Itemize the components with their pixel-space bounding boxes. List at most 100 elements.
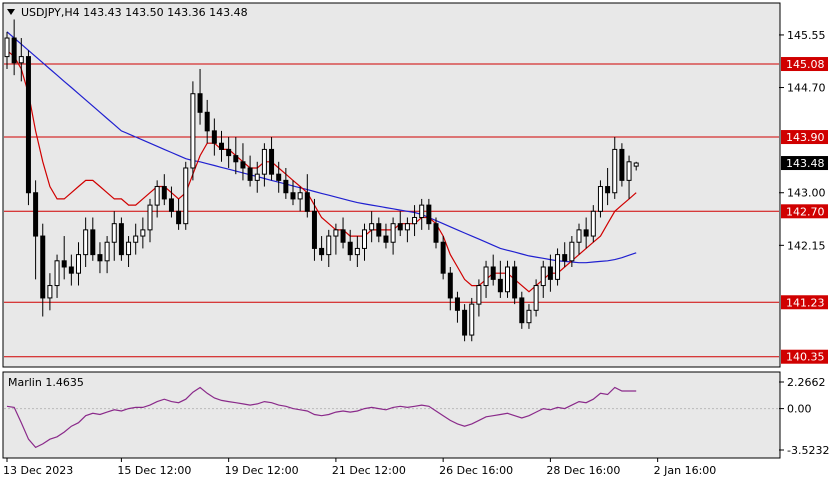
candle[interactable] — [183, 161, 189, 230]
candle[interactable] — [404, 217, 410, 243]
candle[interactable] — [390, 217, 396, 255]
candle[interactable] — [447, 266, 453, 311]
oscillator-tick-label: 2.2662 — [787, 376, 826, 389]
candle[interactable] — [462, 304, 468, 342]
candle[interactable] — [583, 217, 589, 249]
candle[interactable] — [354, 236, 360, 267]
candle[interactable] — [104, 236, 110, 274]
candle[interactable] — [269, 137, 275, 181]
ma-fast-line[interactable] — [6, 49, 637, 293]
candle[interactable] — [25, 50, 31, 206]
candle[interactable] — [540, 260, 546, 298]
candle[interactable] — [261, 143, 267, 187]
candle[interactable] — [68, 254, 74, 286]
candle[interactable] — [454, 291, 460, 323]
candle[interactable] — [476, 279, 482, 317]
candle[interactable] — [590, 205, 596, 243]
candle[interactable] — [61, 236, 67, 280]
candle[interactable] — [569, 236, 575, 267]
candle[interactable] — [633, 161, 639, 171]
candle[interactable] — [47, 273, 53, 311]
candle[interactable] — [11, 19, 17, 76]
candle[interactable] — [619, 143, 625, 187]
candle[interactable] — [369, 211, 375, 243]
candle[interactable] — [340, 217, 346, 249]
candle[interactable] — [362, 223, 367, 261]
candle[interactable] — [118, 217, 124, 261]
candle[interactable] — [33, 180, 39, 280]
candle[interactable] — [283, 167, 289, 199]
candle[interactable] — [133, 223, 139, 255]
candle[interactable] — [347, 229, 353, 261]
candle[interactable] — [562, 242, 568, 267]
candle[interactable] — [90, 217, 96, 261]
candle[interactable] — [247, 155, 253, 187]
candle[interactable] — [190, 81, 196, 181]
candle[interactable] — [219, 130, 224, 162]
price-panel[interactable] — [2, 2, 781, 368]
candle[interactable] — [76, 242, 81, 286]
candle[interactable] — [54, 254, 60, 298]
candle[interactable] — [497, 260, 503, 298]
indicator-panel[interactable] — [2, 371, 781, 459]
candle[interactable] — [326, 229, 332, 267]
candle[interactable] — [519, 291, 525, 329]
candle[interactable] — [605, 167, 611, 206]
candle[interactable] — [426, 198, 432, 230]
candle[interactable] — [433, 217, 439, 249]
candle[interactable] — [226, 137, 232, 168]
candle[interactable] — [111, 211, 117, 261]
candle[interactable] — [533, 279, 539, 317]
oscillator-line[interactable] — [6, 386, 637, 449]
candle[interactable] — [233, 137, 239, 175]
candle[interactable] — [333, 223, 339, 255]
candle[interactable] — [311, 198, 317, 261]
candle[interactable] — [383, 223, 389, 249]
candle[interactable] — [140, 217, 146, 249]
candle[interactable] — [612, 137, 618, 199]
candle[interactable] — [419, 198, 425, 230]
candle[interactable] — [204, 99, 210, 144]
ma-slow-line[interactable] — [6, 31, 637, 264]
candle[interactable] — [297, 186, 303, 212]
candle[interactable] — [512, 260, 518, 305]
candle[interactable] — [176, 198, 182, 230]
candle[interactable] — [547, 254, 553, 292]
candle[interactable] — [126, 236, 132, 267]
candle[interactable] — [576, 223, 582, 255]
candle[interactable] — [376, 217, 382, 243]
candle[interactable] — [211, 118, 217, 156]
candle[interactable] — [505, 260, 510, 298]
candle[interactable] — [304, 174, 310, 218]
candle[interactable] — [526, 304, 532, 329]
candle[interactable] — [97, 242, 103, 274]
levels-layer — [4, 63, 779, 358]
candle[interactable] — [276, 161, 282, 193]
time-axis-label: 26 Dec 16:00 — [439, 464, 513, 477]
candle[interactable] — [168, 186, 174, 218]
candle[interactable] — [40, 223, 46, 317]
axis-layer: 145.08 143.90 142.70 141.23 140.35 145.55 144.… — [3, 29, 829, 477]
symbol-dropdown-icon[interactable] — [7, 9, 15, 15]
candle[interactable] — [397, 211, 403, 237]
candle[interactable] — [254, 161, 260, 193]
candle[interactable] — [597, 180, 603, 218]
candle[interactable] — [440, 236, 446, 280]
candle[interactable] — [18, 38, 24, 82]
candle[interactable] — [161, 174, 167, 206]
candle[interactable] — [83, 217, 89, 267]
candle[interactable] — [240, 143, 246, 181]
candle[interactable] — [197, 68, 203, 125]
candle[interactable] — [483, 260, 489, 298]
candle[interactable] — [4, 31, 10, 69]
candle[interactable] — [490, 254, 496, 286]
candle[interactable] — [319, 236, 325, 261]
candle[interactable] — [154, 180, 160, 218]
candle[interactable] — [555, 248, 561, 286]
candle[interactable] — [412, 205, 418, 237]
candle[interactable] — [290, 180, 296, 206]
candle[interactable] — [626, 155, 632, 199]
candle[interactable] — [469, 297, 475, 342]
candle[interactable] — [147, 198, 153, 243]
